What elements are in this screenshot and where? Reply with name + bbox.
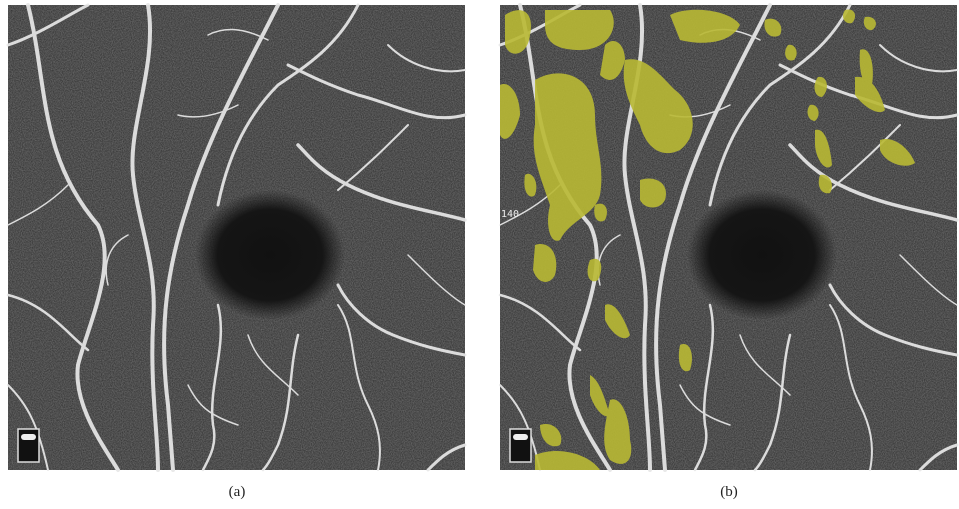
- panel-b: 140: [500, 5, 957, 470]
- page: 140 (a) (b) (() => { const data = JSON.p…: [0, 0, 959, 509]
- figure: 140 (a) (b): [0, 0, 959, 509]
- panel-label: (a): [229, 484, 246, 500]
- overlay-value: 140: [501, 209, 519, 220]
- panel-label: (b): [720, 484, 738, 500]
- panel-a: [8, 5, 465, 470]
- oct-image: [8, 5, 465, 470]
